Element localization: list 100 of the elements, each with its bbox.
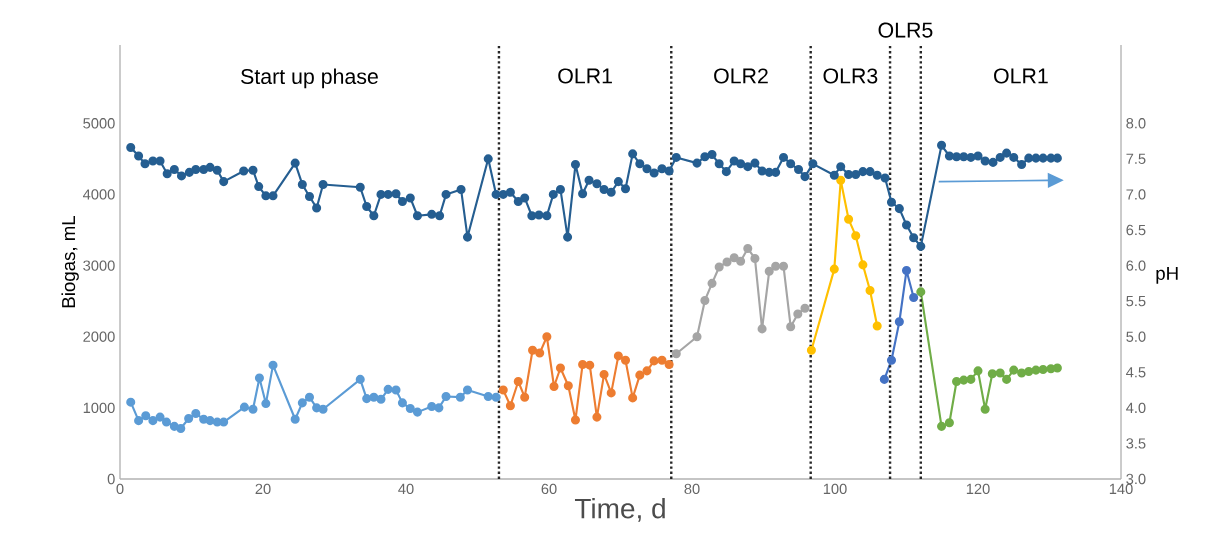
point (664, 359, 674, 369)
point (865, 285, 875, 295)
point (628, 393, 638, 403)
point (191, 409, 201, 419)
point (318, 404, 328, 414)
point (771, 261, 781, 271)
point (722, 257, 732, 267)
x-axis-title: Time, d (574, 497, 665, 522)
point (199, 414, 209, 424)
y-tick-label: 5000 (83, 118, 115, 129)
point (592, 412, 602, 422)
point (148, 416, 158, 426)
point (261, 399, 271, 409)
y2-axis-title: pH (1156, 266, 1178, 284)
x-tick-label: 140 (1109, 483, 1133, 495)
point (909, 293, 919, 303)
x-tick-label: 40 (398, 483, 414, 495)
point (239, 402, 249, 412)
point (858, 260, 868, 270)
point (901, 266, 912, 276)
point (520, 392, 530, 402)
point (729, 253, 739, 263)
x-tick-label: 60 (541, 483, 557, 495)
y-tick-label: 2000 (83, 331, 115, 342)
point (161, 417, 172, 427)
point (1009, 365, 1019, 375)
point (578, 359, 588, 369)
y2-tick-label: 4.0 (1126, 402, 1146, 414)
point (793, 309, 803, 319)
point (806, 345, 816, 355)
point (944, 418, 954, 428)
point (126, 397, 136, 407)
annotation: OLR1 (994, 68, 1048, 84)
point (599, 369, 609, 379)
y2-tick-label: 7.0 (1126, 189, 1146, 200)
point (427, 401, 437, 411)
x-tick-label: 20 (255, 483, 271, 495)
point (585, 360, 595, 370)
point (155, 412, 165, 422)
y2-tick-label: 3.5 (1126, 438, 1146, 449)
annotation: OLR1 (558, 68, 612, 84)
point (297, 398, 307, 408)
point (304, 392, 315, 402)
text: OLR5 (878, 22, 933, 38)
point (369, 392, 379, 402)
y-tick-label: 1000 (83, 402, 115, 414)
point (268, 360, 278, 370)
y2-tick-label: 6.5 (1126, 224, 1146, 236)
point (355, 374, 365, 384)
point (700, 295, 710, 305)
point (462, 385, 473, 395)
x-tick-label: 0 (116, 483, 124, 495)
point (657, 355, 667, 365)
point (434, 403, 444, 413)
point (995, 368, 1005, 378)
point (528, 345, 538, 355)
point (973, 366, 983, 376)
point (671, 349, 681, 359)
point (542, 332, 552, 342)
point (483, 391, 493, 402)
point (441, 391, 451, 402)
point (134, 416, 144, 426)
point (649, 356, 659, 366)
y2-tick-label: 6.0 (1126, 260, 1146, 271)
x-tick-label: 100 (823, 483, 847, 495)
point (1002, 374, 1012, 384)
point (219, 417, 229, 427)
point (635, 370, 645, 380)
point (455, 392, 465, 402)
y2-tick-label: 5.0 (1126, 331, 1146, 342)
point (1038, 364, 1048, 374)
y2-tick-label: 3.0 (1126, 473, 1146, 485)
point (872, 321, 882, 331)
point (894, 317, 904, 327)
point (1031, 365, 1041, 375)
point (141, 411, 151, 421)
point (786, 322, 796, 332)
y-tick-label: 4000 (83, 189, 115, 200)
point (707, 278, 717, 288)
point (952, 376, 962, 387)
y-axis-title: Biogas, mL (61, 215, 79, 308)
point (916, 287, 926, 297)
y-tick-label: 3000 (83, 260, 115, 271)
point (879, 374, 889, 384)
y2-tick-label: 7.5 (1126, 153, 1146, 164)
point (800, 303, 810, 313)
point (851, 231, 861, 241)
point (836, 175, 846, 185)
annotation: OLR2 (714, 68, 768, 84)
point (376, 394, 386, 404)
point (937, 421, 947, 431)
point (383, 384, 393, 394)
point (549, 381, 559, 392)
point (692, 332, 702, 342)
point (513, 376, 523, 387)
point (290, 414, 300, 424)
point (570, 415, 580, 425)
point (405, 404, 415, 414)
point (248, 404, 258, 414)
point (743, 243, 753, 254)
